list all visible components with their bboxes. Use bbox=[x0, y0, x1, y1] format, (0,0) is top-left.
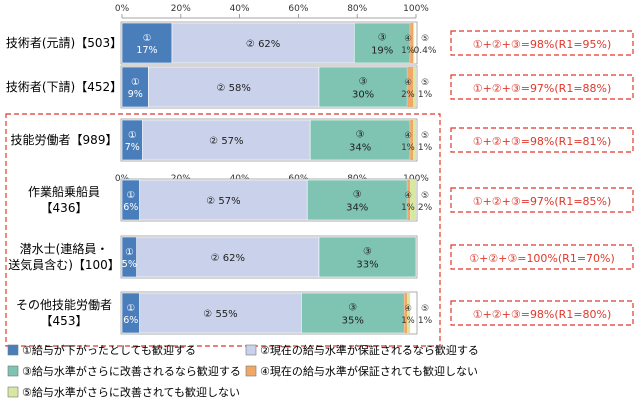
bar-segment bbox=[413, 67, 416, 107]
bar-segment bbox=[407, 293, 411, 333]
category-label: 技術者(下請)【452】 bbox=[6, 80, 122, 94]
note-box bbox=[450, 30, 634, 56]
category-label: 技術者(元請)【503】 bbox=[6, 36, 122, 50]
legend-label: ④現在の給与水準が保証されても歓迎しない bbox=[260, 364, 478, 378]
bar-segment bbox=[121, 22, 173, 64]
data-label: ② 57% bbox=[206, 196, 240, 207]
data-label: ④ 1% bbox=[401, 34, 415, 56]
note-text: ①+②+③=98%(R1=95%) bbox=[473, 38, 612, 51]
bar-segment bbox=[318, 236, 417, 278]
data-label: ③ 33% bbox=[356, 247, 378, 271]
data-label: ④ 1% bbox=[401, 191, 415, 213]
note-box bbox=[450, 300, 634, 326]
data-label: ③ 34% bbox=[349, 130, 371, 154]
bar-segment bbox=[407, 67, 414, 107]
legend-swatch bbox=[7, 386, 19, 398]
legend-swatch bbox=[7, 365, 19, 377]
data-label: ① 5% bbox=[122, 247, 137, 270]
data-label: ① 17% bbox=[136, 33, 157, 56]
legend-label: ⑤給与水準がさらに改善されても歓迎しない bbox=[22, 385, 240, 399]
note-text: ①+②+③=98%(R1=80%) bbox=[473, 308, 612, 321]
data-label: ② 58% bbox=[217, 83, 251, 94]
category-label: 潜水士(連絡員・送気員含む)【100】 bbox=[8, 241, 120, 272]
data-label: ③ 35% bbox=[342, 303, 364, 327]
axis-tick-label: 60% bbox=[288, 4, 308, 14]
bar-segment bbox=[148, 66, 320, 108]
data-label: ② 62% bbox=[246, 39, 280, 50]
data-label: ① 9% bbox=[128, 77, 143, 100]
bar-segment bbox=[413, 23, 415, 63]
data-label: ② 57% bbox=[209, 136, 243, 147]
data-label: ③ 19% bbox=[371, 33, 393, 57]
note-text: ①+②+③=100%(R1=70%) bbox=[469, 252, 615, 265]
bar-segment bbox=[136, 236, 320, 278]
bar-segment bbox=[404, 293, 408, 333]
bar-segment bbox=[410, 120, 414, 160]
data-label: ① 7% bbox=[125, 130, 140, 153]
category-label: 技能労働者【989】 bbox=[11, 133, 118, 147]
data-label: ③ 34% bbox=[346, 190, 368, 214]
data-label: ⑤ 0.4% bbox=[414, 34, 437, 56]
bar-segment bbox=[413, 120, 416, 160]
bar-segment bbox=[318, 66, 408, 108]
legend-swatch bbox=[245, 344, 257, 356]
data-label: ④ 1% bbox=[401, 131, 415, 153]
data-label: ③ 30% bbox=[352, 77, 374, 101]
data-label: ② 62% bbox=[211, 253, 245, 264]
legend-label: ②現在の給与水準が保証されるなら歓迎する bbox=[260, 343, 479, 357]
bar-segment bbox=[410, 180, 416, 220]
note-box bbox=[450, 244, 634, 270]
bar-segment bbox=[309, 119, 411, 161]
legend-label: ①給与が下がったとしても歓迎する bbox=[22, 343, 196, 357]
bar-segment bbox=[139, 179, 308, 221]
category-label: その他技能労働者【453】 bbox=[16, 298, 112, 328]
legend-swatch bbox=[7, 344, 19, 356]
category-label: 作業船乗船員【436】 bbox=[28, 185, 100, 215]
bar-segment bbox=[301, 292, 405, 334]
axis-tick-label: 20% bbox=[171, 4, 191, 14]
axis-tick-label: 100% bbox=[403, 4, 429, 14]
note-text: ①+②+③=97%(R1=88%) bbox=[473, 82, 612, 95]
bar-segment bbox=[407, 180, 411, 220]
data-label: ④ 2% bbox=[401, 78, 415, 100]
axis-tick-label: 0% bbox=[115, 4, 130, 14]
data-label: ① 6% bbox=[123, 190, 138, 213]
data-label: ⑤ 1% bbox=[418, 131, 433, 153]
note-box bbox=[450, 187, 634, 213]
axis-tick-label: 80% bbox=[347, 4, 367, 14]
bar-segment bbox=[306, 179, 408, 221]
bar-segment bbox=[410, 23, 414, 63]
data-label: ④ 1% bbox=[401, 304, 415, 326]
group-box bbox=[5, 113, 441, 347]
note-box bbox=[450, 127, 634, 153]
bar-segment bbox=[171, 22, 355, 64]
legend-swatch bbox=[245, 365, 257, 377]
note-box bbox=[450, 74, 634, 100]
legend-label: ③給与水準がさらに改善されるなら歓迎する bbox=[22, 364, 241, 378]
data-label: ⑤ 1% bbox=[418, 304, 433, 326]
data-label: ⑤ 1% bbox=[418, 78, 433, 100]
axis-tick-label: 40% bbox=[230, 4, 250, 14]
note-text: ①+②+③=98%(R1=81%) bbox=[473, 135, 612, 148]
bar-segment bbox=[142, 119, 311, 161]
note-text: ①+②+③=97%(R1=85%) bbox=[473, 195, 612, 208]
data-label: ② 55% bbox=[203, 309, 237, 320]
bar-segment bbox=[139, 292, 302, 334]
data-label: ⑤ 2% bbox=[418, 191, 433, 213]
data-label: ① 6% bbox=[123, 303, 138, 326]
